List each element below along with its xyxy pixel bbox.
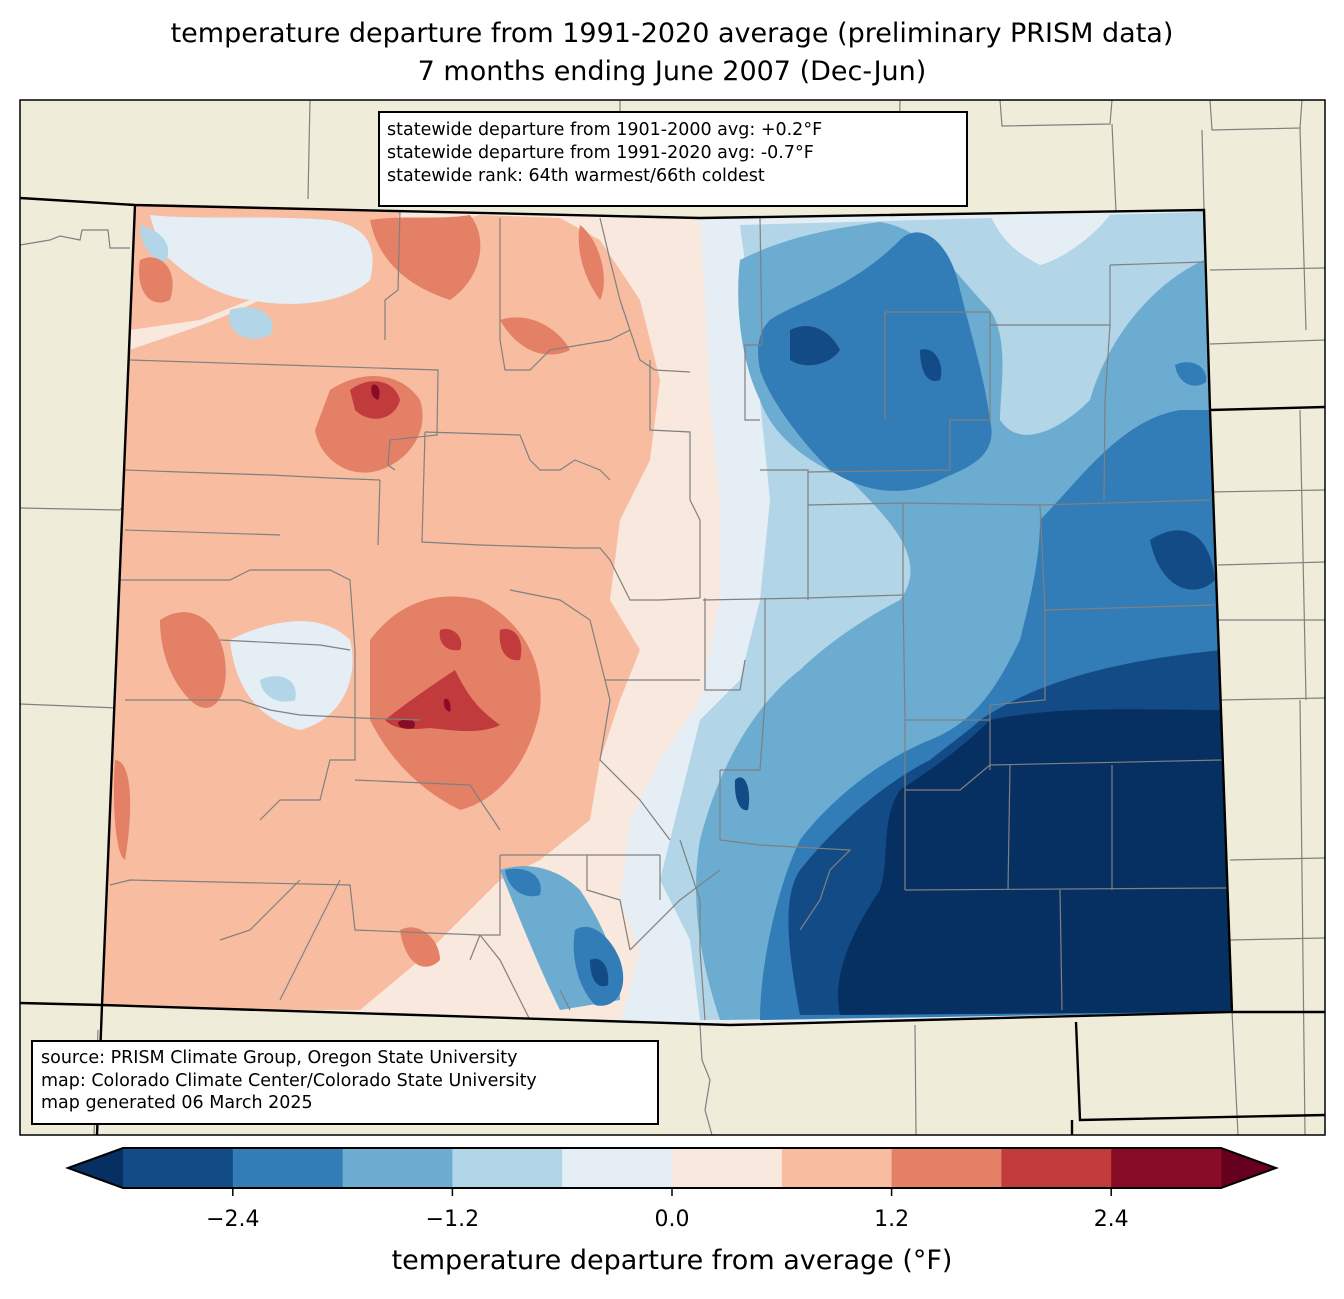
field-band-neg3.0-to-neg2.4-a [790, 326, 840, 366]
source-line-map: map: Colorado Climate Center/Colorado St… [41, 1070, 537, 1091]
colorbar-tick-label: 2.4 [1093, 1207, 1129, 1232]
field-band-1.2-to-1.8-h [400, 927, 440, 967]
colorbar-label: temperature departure from average (°F) [391, 1245, 953, 1276]
field-band-0.6-to-1.2-west [102, 215, 660, 1010]
colorbar-bin [452, 1148, 563, 1188]
field-band-neg0.6-to-0-nw [150, 215, 373, 304]
field-band-neg3.0-to-neg2.4-b [920, 349, 942, 382]
field-band-1.2-to-1.8-e [160, 612, 226, 708]
field-band-2.4-to-3.0-b [398, 719, 415, 729]
field-band-1.2-to-1.8-g [578, 225, 604, 300]
field-band-1.2-to-1.8-b [370, 215, 481, 300]
field-band-1.2-to-1.8-i [113, 760, 131, 860]
field-band-neg1.2-west-patch [260, 676, 296, 702]
field-band-1.2-to-1.8-f [500, 317, 570, 355]
colorbar-tick-label: 0.0 [654, 1207, 690, 1232]
colorbar [65, 1147, 1279, 1196]
stats-line-rank: statewide rank: 64th warmest/66th coldes… [387, 166, 765, 186]
colorbar-bin [342, 1148, 453, 1188]
kansas-nebraska-border [1209, 405, 1325, 412]
source-line-generated: map generated 06 March 2025 [41, 1093, 313, 1113]
colorbar-extend-over [1221, 1148, 1276, 1188]
field-band-1.2-to-1.8-d [139, 257, 173, 303]
map-frame [19, 99, 1326, 1136]
map-title-line2: 7 months ending June 2007 (Dec-Jun) [417, 56, 927, 87]
colorbar-bin [1111, 1148, 1222, 1188]
field-band-neg2.4-to-neg1.8-north [758, 232, 992, 491]
stats-line-1991-2020: statewide departure from 1991-2020 avg: … [387, 143, 814, 163]
colorbar-bin [562, 1148, 673, 1188]
temperature-field [102, 205, 1232, 1025]
field-band-neg3.0-to-neg2.4-sw [590, 958, 609, 987]
source-line-prism: source: PRISM Climate Group, Oregon Stat… [41, 1048, 518, 1068]
field-band-neg1.2-nw-patch [229, 307, 273, 339]
field-band-2.4-to-3.0-c [443, 698, 451, 712]
stats-box: statewide departure from 1901-2000 avg: … [378, 111, 968, 207]
field-band-neg2.4-to-neg1.8-sw2 [505, 868, 541, 897]
colorbar-bin [232, 1148, 344, 1188]
field-band-neg1.2-nw-corner [140, 225, 169, 262]
field-band-1.8-to-2.4-b [385, 670, 500, 732]
field-band-neg0.6-to-0-ne [990, 215, 1110, 265]
colorbar-outline [65, 1147, 1279, 1189]
colorbar-extend-under [68, 1148, 123, 1188]
field-band-neg0.6-to-0-west [230, 621, 353, 730]
source-box: source: PRISM Climate Group, Oregon Stat… [31, 1040, 659, 1125]
colorbar-tick-label: −2.4 [206, 1207, 260, 1232]
county-lines [109, 209, 1231, 1021]
colorbar-bin [1001, 1148, 1112, 1188]
field-band-neg2.4-to-neg1.8-patch [1175, 362, 1207, 386]
oklahoma-texas-border [1074, 1021, 1325, 1122]
field-band-below-neg3.0 [838, 709, 1232, 1015]
field-band-1.8-to-2.4-d [439, 629, 462, 651]
stats-line-1901-2000: statewide departure from 1901-2000 avg: … [387, 120, 823, 140]
colorbar-bin [123, 1148, 234, 1188]
colorbar-bin [672, 1148, 783, 1188]
field-band-2.4-to-3.0-a [371, 384, 380, 400]
colorbar-bin [891, 1148, 1002, 1188]
map-title-line1: temperature departure from 1991-2020 ave… [170, 18, 1174, 49]
colorbar-bin [781, 1148, 893, 1188]
field-band-neg3.0-to-neg2.4-d [734, 777, 750, 811]
field-band-neg3.0-to-neg2.4-c [1150, 530, 1215, 590]
colorado-west-border [100, 204, 137, 1006]
colorbar-tick-label: 1.2 [874, 1207, 910, 1232]
field-band-1.8-to-2.4-c [499, 629, 522, 661]
colorbar-tick-label: −1.2 [425, 1207, 480, 1232]
field-band-1.8-to-2.4-a [350, 381, 400, 419]
